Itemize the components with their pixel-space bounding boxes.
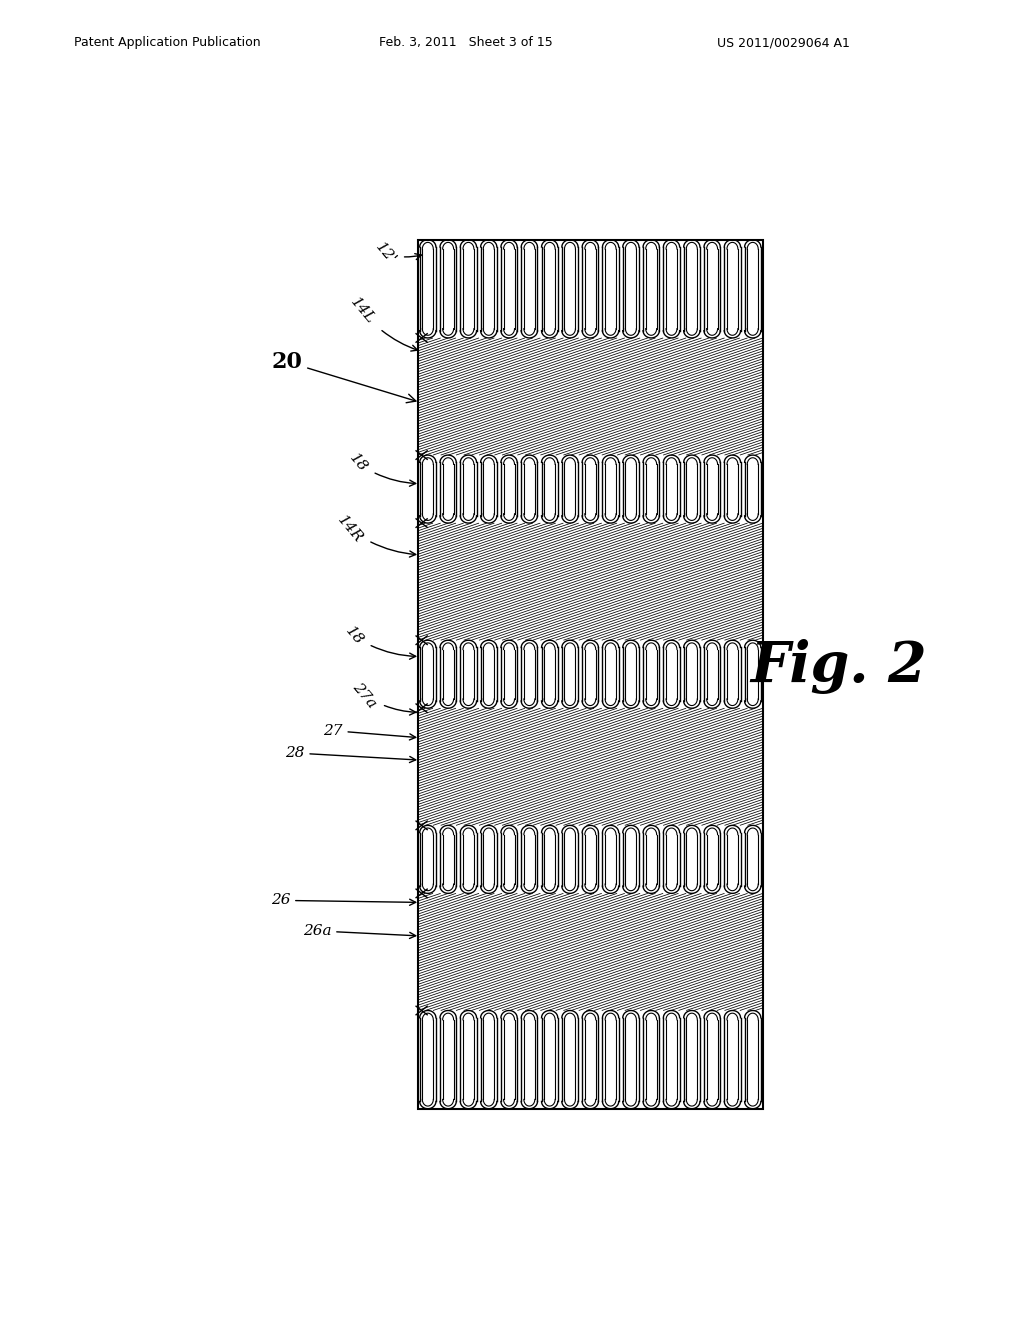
Text: 12': 12' <box>373 240 422 268</box>
Text: 26: 26 <box>270 894 416 907</box>
Text: 27a: 27a <box>350 680 416 715</box>
Text: 28: 28 <box>285 746 416 763</box>
Text: 14L: 14L <box>347 294 418 351</box>
Text: Feb. 3, 2011   Sheet 3 of 15: Feb. 3, 2011 Sheet 3 of 15 <box>379 36 553 49</box>
Text: 26a: 26a <box>302 924 416 939</box>
Bar <box>418 240 763 1109</box>
Text: 14R: 14R <box>335 513 416 557</box>
Text: 20: 20 <box>271 351 416 403</box>
Text: Patent Application Publication: Patent Application Publication <box>74 36 260 49</box>
Text: 18: 18 <box>346 451 416 486</box>
Text: 27: 27 <box>323 723 416 741</box>
Text: US 2011/0029064 A1: US 2011/0029064 A1 <box>717 36 850 49</box>
Text: 18: 18 <box>343 624 416 659</box>
Text: Fig. 2: Fig. 2 <box>750 639 927 694</box>
